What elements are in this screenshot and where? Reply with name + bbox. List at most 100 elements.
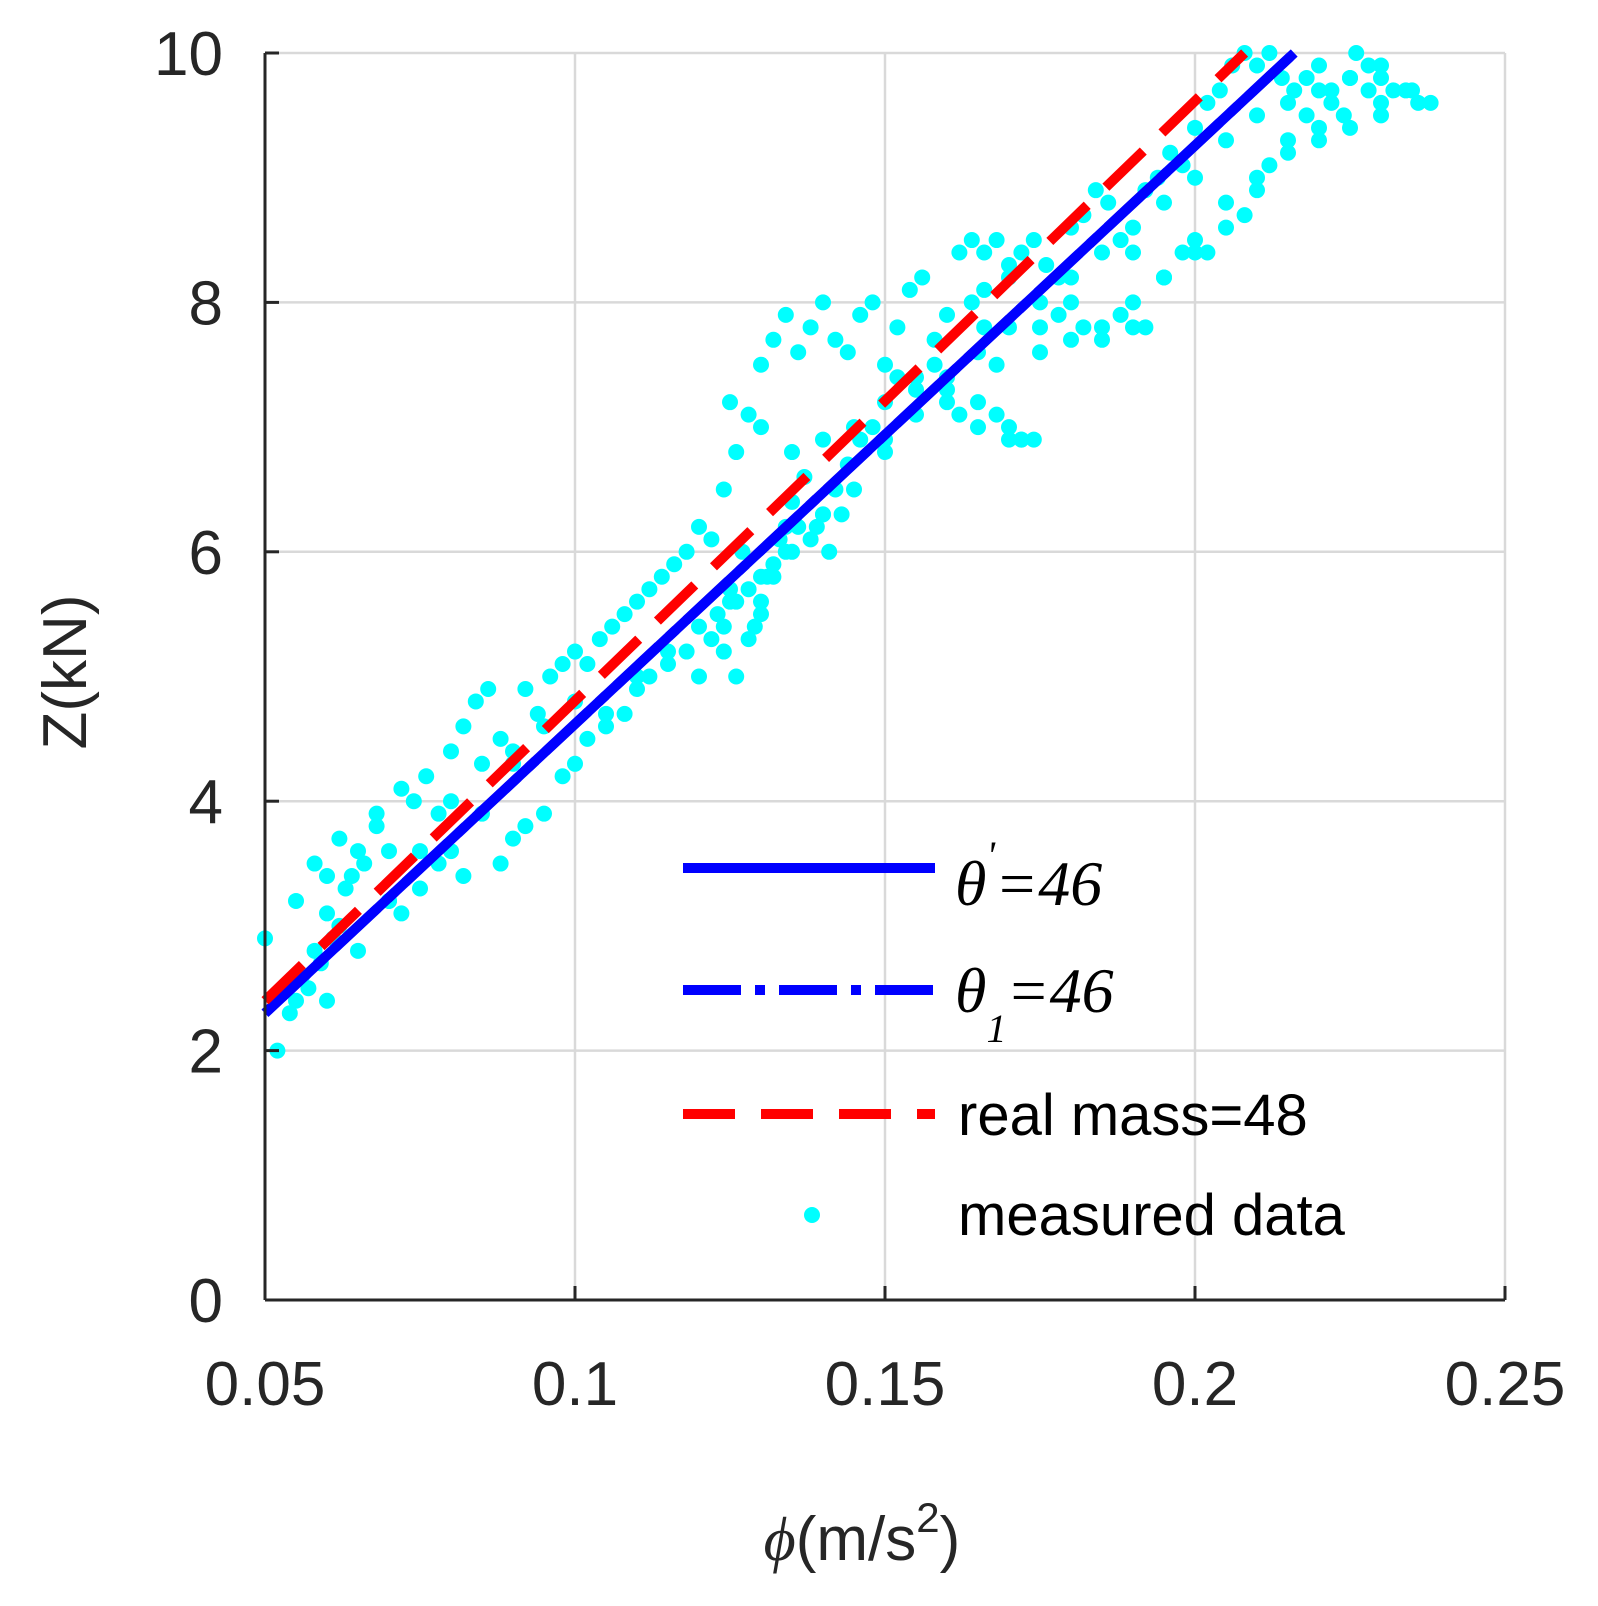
measured-data-point (319, 868, 335, 885)
measured-data-point (1360, 57, 1377, 74)
measured-data-point (368, 805, 385, 822)
legend-theta-prime-sup: ' (986, 833, 996, 878)
measured-data-point (1311, 132, 1327, 149)
measured-data-point (722, 394, 738, 411)
measured-data-point (1032, 319, 1048, 336)
y-tick-label: 10 (154, 20, 223, 89)
x-axis-label-text: (m/s (796, 1505, 917, 1574)
measured-data-point (393, 780, 410, 797)
measured-data-point (815, 294, 831, 311)
measured-data-point (1323, 94, 1340, 111)
measured-data-point (343, 868, 360, 885)
measured-data-point (1156, 269, 1172, 286)
legend-theta-1-rest: =46 (1006, 955, 1113, 1026)
measured-data-point (963, 232, 980, 249)
real-mass-line (261, 49, 1249, 1005)
measured-data-point (703, 631, 720, 648)
measured-data-point (746, 618, 763, 635)
measured-data-point (598, 705, 614, 722)
measured-data-point (350, 942, 366, 959)
measured-data-point (443, 743, 459, 760)
measured-data-point (1280, 132, 1296, 149)
measured-data-point (1100, 194, 1117, 211)
measured-data-point (1125, 244, 1141, 261)
measured-data-point (740, 406, 757, 423)
measured-data-point (288, 892, 304, 909)
legend-theta-prime-rest: =46 (995, 848, 1102, 919)
measured-data-point (1261, 45, 1278, 61)
y-tick-label: 4 (189, 768, 223, 837)
measured-data-point (839, 344, 856, 361)
measured-data-point (517, 680, 534, 697)
measured-data-point (412, 880, 428, 897)
measured-data-point (1025, 431, 1042, 448)
measured-data-point (1249, 107, 1265, 124)
measured-data-point (939, 306, 955, 323)
measured-data-point (300, 980, 317, 997)
measured-data-point (1013, 244, 1030, 261)
measured-data-point (728, 668, 745, 685)
measured-data-point (306, 855, 323, 872)
measured-data-point (889, 319, 906, 336)
legend-theta-prime-label: θ'=46 (955, 833, 1102, 919)
x-tick-label: 0.05 (205, 1350, 326, 1419)
model-lines (261, 49, 1298, 1017)
x-tick-label: 0.2 (1152, 1350, 1238, 1419)
measured-data-point (579, 730, 596, 747)
measured-data-point (1112, 306, 1129, 323)
y-tick-label: 2 (189, 1018, 223, 1087)
measured-data-point (753, 419, 769, 436)
measured-data-point (381, 843, 397, 860)
theta-1-line (261, 49, 1298, 1017)
legend: θ'=46 θ1=46 real mass=48 measured data (683, 833, 1346, 1248)
measured-data-point (616, 606, 633, 623)
measured-data-point (1342, 119, 1358, 136)
measured-data-point (666, 556, 683, 573)
measured-data-point (591, 631, 608, 648)
measured-data-point (951, 244, 968, 261)
measured-data-point (908, 381, 924, 398)
measured-data-point (1032, 344, 1048, 361)
measured-data-point (1001, 419, 1017, 436)
measured-data-point (678, 543, 695, 560)
measured-data-point (1199, 94, 1216, 111)
measured-data-point (1187, 169, 1203, 186)
measured-data-point (567, 643, 583, 660)
measured-data-point (976, 244, 993, 261)
measured-data-point (976, 319, 993, 336)
measured-data-point (691, 618, 707, 635)
measured-data-point (1125, 319, 1141, 336)
x-tick-label: 0.15 (825, 1350, 946, 1419)
measured-data-point (1187, 119, 1203, 136)
measured-data-point (846, 481, 862, 498)
measured-data-point (1063, 294, 1079, 311)
measured-data-point (877, 356, 893, 373)
measured-data-point (914, 269, 931, 286)
measured-data-point (759, 568, 776, 585)
measured-data-point (1013, 431, 1030, 448)
measured-data-point (728, 444, 745, 461)
legend-theta-1-label: θ1=46 (955, 955, 1114, 1051)
measured-data-point (1348, 45, 1365, 61)
measured-data-point (1137, 319, 1154, 336)
measured-data-point (368, 818, 385, 835)
measured-data-point (1199, 244, 1216, 261)
measured-data-point (542, 668, 559, 685)
measured-data-point (505, 830, 521, 847)
measured-data-point (1156, 194, 1172, 211)
measured-data-point (1298, 107, 1315, 124)
measured-data-point (1063, 331, 1079, 348)
measured-data-point (970, 419, 986, 436)
measured-data-point (765, 331, 782, 348)
measured-data-point (765, 556, 782, 573)
measured-data-point (1373, 94, 1389, 111)
measured-data-point (753, 606, 769, 623)
measured-data-point (393, 905, 410, 922)
measured-data-point (709, 606, 726, 623)
measured-data-point (567, 755, 583, 772)
measured-data-point (808, 518, 825, 535)
measured-data-point (598, 718, 614, 735)
measured-data-point (1050, 306, 1067, 323)
x-tick-label: 0.25 (1445, 1350, 1566, 1419)
